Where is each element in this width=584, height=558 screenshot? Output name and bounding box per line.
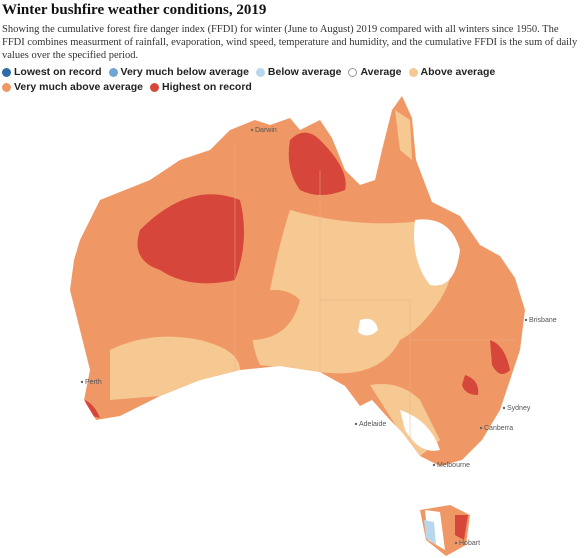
region [252,210,453,374]
subtitle: Showing the cumulative forest fire dange… [2,24,578,61]
region [462,375,479,395]
legend-label: Very much above average [14,81,143,93]
title: Winter bushfire weather conditions, 2019 [2,2,267,18]
coastline [234,145,515,440]
legend-label: Below average [267,66,342,78]
city-label: Hobart [459,540,480,547]
city-label: Melbourne [437,462,470,469]
city-marker [80,380,84,384]
city-label: Darwin [255,127,277,134]
city-marker [432,463,436,467]
region [137,194,244,284]
region [395,110,412,160]
region [288,132,346,195]
legend-label: Average [360,66,402,78]
city-marker [502,406,506,410]
legend-item: Average [348,66,402,78]
region [110,336,240,400]
legend-item: Very much above average [2,81,143,93]
legend-swatch [348,67,358,77]
legend-swatch [408,67,418,77]
city-marker [354,422,358,426]
region [455,515,468,540]
map-regions [70,96,525,556]
legend-item: Lowest on record [2,66,102,78]
city-marker [479,426,483,430]
region [358,318,378,336]
city-label: Brisbane [529,317,557,324]
city-marker [524,318,528,322]
legend-label: Highest on record [162,81,252,93]
legend-label: Above average [420,66,496,78]
city-marker [454,541,458,545]
legend-item: Highest on record [150,81,252,93]
city-label: Canberra [484,425,513,432]
city-label: Sydney [507,405,531,412]
legend-item: Very much below average [108,66,249,78]
region [424,520,436,545]
legend: Lowest on record Very much below average B… [2,66,580,93]
city-label: Adelaide [359,421,386,428]
legend-swatch [108,67,118,77]
legend-swatch [2,82,11,92]
legend-swatch [150,82,159,92]
region [490,340,510,374]
legend-swatch [2,67,11,77]
legend-swatch [255,67,265,77]
legend-item: Below average [255,66,342,78]
city-marker [250,128,254,132]
region [240,290,300,340]
legend-item: Above average [408,66,496,78]
city-label: Perth [85,379,102,386]
legend-label: Lowest on record [14,66,102,78]
legend-label: Very much below average [120,66,249,78]
region [414,219,460,286]
